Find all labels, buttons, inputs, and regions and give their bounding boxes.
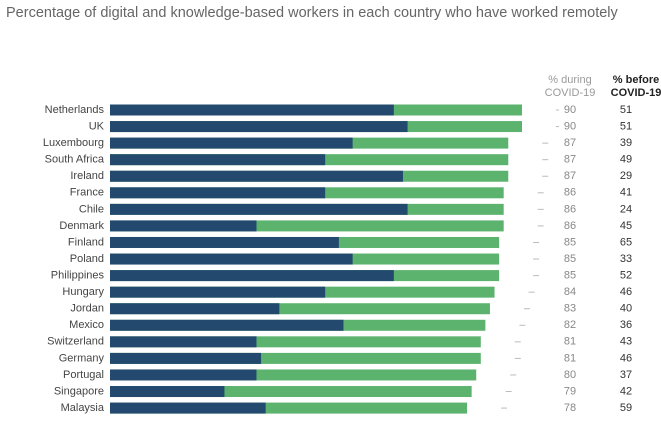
- value-label: 87: [564, 170, 576, 182]
- value-label: 37: [620, 369, 632, 381]
- y-tick-label: Luxembourg: [43, 137, 104, 149]
- bar: [110, 270, 394, 282]
- y-tick-label: Jordan: [70, 303, 104, 315]
- bar: [110, 402, 266, 414]
- y-tick-label: Chile: [79, 203, 104, 215]
- bar: [110, 336, 481, 348]
- value-label: 40: [620, 303, 632, 315]
- value-label: 52: [620, 270, 632, 282]
- bar: [110, 203, 408, 215]
- bar: [110, 286, 326, 298]
- value-label: 65: [620, 236, 632, 248]
- value-label: 84: [564, 286, 576, 298]
- value-label: 81: [564, 336, 576, 348]
- column-header: % before: [613, 74, 659, 86]
- bar: [110, 104, 394, 116]
- value-label: 43: [620, 336, 632, 348]
- value-label: 85: [564, 253, 576, 265]
- y-tick-label: Germany: [59, 352, 105, 364]
- y-tick-label: Denmark: [59, 220, 104, 232]
- column-header: % during: [548, 74, 591, 86]
- value-label: 36: [620, 319, 632, 331]
- y-tick-label: Malaysia: [61, 402, 105, 414]
- value-label: 46: [620, 352, 632, 364]
- value-label: 45: [620, 220, 632, 232]
- y-tick-label: Mexico: [69, 319, 104, 331]
- value-label: 39: [620, 137, 632, 149]
- value-label: 83: [564, 303, 576, 315]
- y-tick-label: Finland: [68, 236, 104, 248]
- value-label: 42: [620, 385, 632, 397]
- value-label: 41: [620, 187, 632, 199]
- bar: [110, 386, 225, 398]
- y-tick-label: South Africa: [45, 154, 105, 166]
- y-tick-label: UK: [89, 120, 105, 132]
- value-label: 59: [620, 402, 632, 414]
- y-tick-label: Portugal: [63, 369, 104, 381]
- y-tick-label: France: [70, 187, 104, 199]
- value-label: 85: [564, 270, 576, 282]
- bar: [110, 303, 490, 315]
- value-label: 80: [564, 369, 576, 381]
- value-label: 51: [620, 104, 632, 116]
- bar: [110, 253, 353, 265]
- bar: [110, 121, 408, 133]
- value-label: 87: [564, 154, 576, 166]
- y-tick-label: Switzerland: [47, 336, 104, 348]
- value-label: 51: [620, 120, 632, 132]
- bar: [110, 386, 472, 398]
- bar: [110, 402, 468, 414]
- bar: [110, 369, 477, 381]
- bar: [110, 336, 257, 348]
- value-label: 78: [564, 402, 576, 414]
- bar: [110, 303, 280, 315]
- value-label: 90: [564, 120, 576, 132]
- value-label: 79: [564, 385, 576, 397]
- bar: [110, 170, 403, 182]
- column-header: COVID-19: [545, 87, 596, 99]
- bar: [110, 187, 326, 199]
- bar: [110, 352, 481, 364]
- value-label: 90: [564, 104, 576, 116]
- value-label: 49: [620, 154, 632, 166]
- value-label: 81: [564, 352, 576, 364]
- value-label: 46: [620, 286, 632, 298]
- value-label: 85: [564, 236, 576, 248]
- chart-title: Percentage of digital and knowledge-base…: [6, 5, 619, 21]
- y-tick-label: Netherlands: [45, 104, 105, 116]
- value-label: 29: [620, 170, 632, 182]
- y-tick-label: Philippines: [51, 270, 105, 282]
- bar: [110, 369, 257, 381]
- bar: [110, 352, 262, 364]
- bar: [110, 220, 504, 232]
- y-tick-label: Hungary: [62, 286, 104, 298]
- value-label: 24: [620, 203, 632, 215]
- bar: [110, 319, 344, 331]
- value-label: 86: [564, 203, 576, 215]
- value-label: 33: [620, 253, 632, 265]
- column-header: COVID-19: [611, 87, 661, 99]
- y-tick-label: Poland: [70, 253, 104, 265]
- bar: [110, 220, 257, 232]
- bar: [110, 236, 339, 248]
- y-tick-label: Ireland: [70, 170, 104, 182]
- value-label: 87: [564, 137, 576, 149]
- value-label: 82: [564, 319, 576, 331]
- bar: [110, 154, 326, 166]
- value-label: 86: [564, 187, 576, 199]
- y-tick-label: Singapore: [54, 385, 104, 397]
- bar: [110, 137, 353, 149]
- value-label: 86: [564, 220, 576, 232]
